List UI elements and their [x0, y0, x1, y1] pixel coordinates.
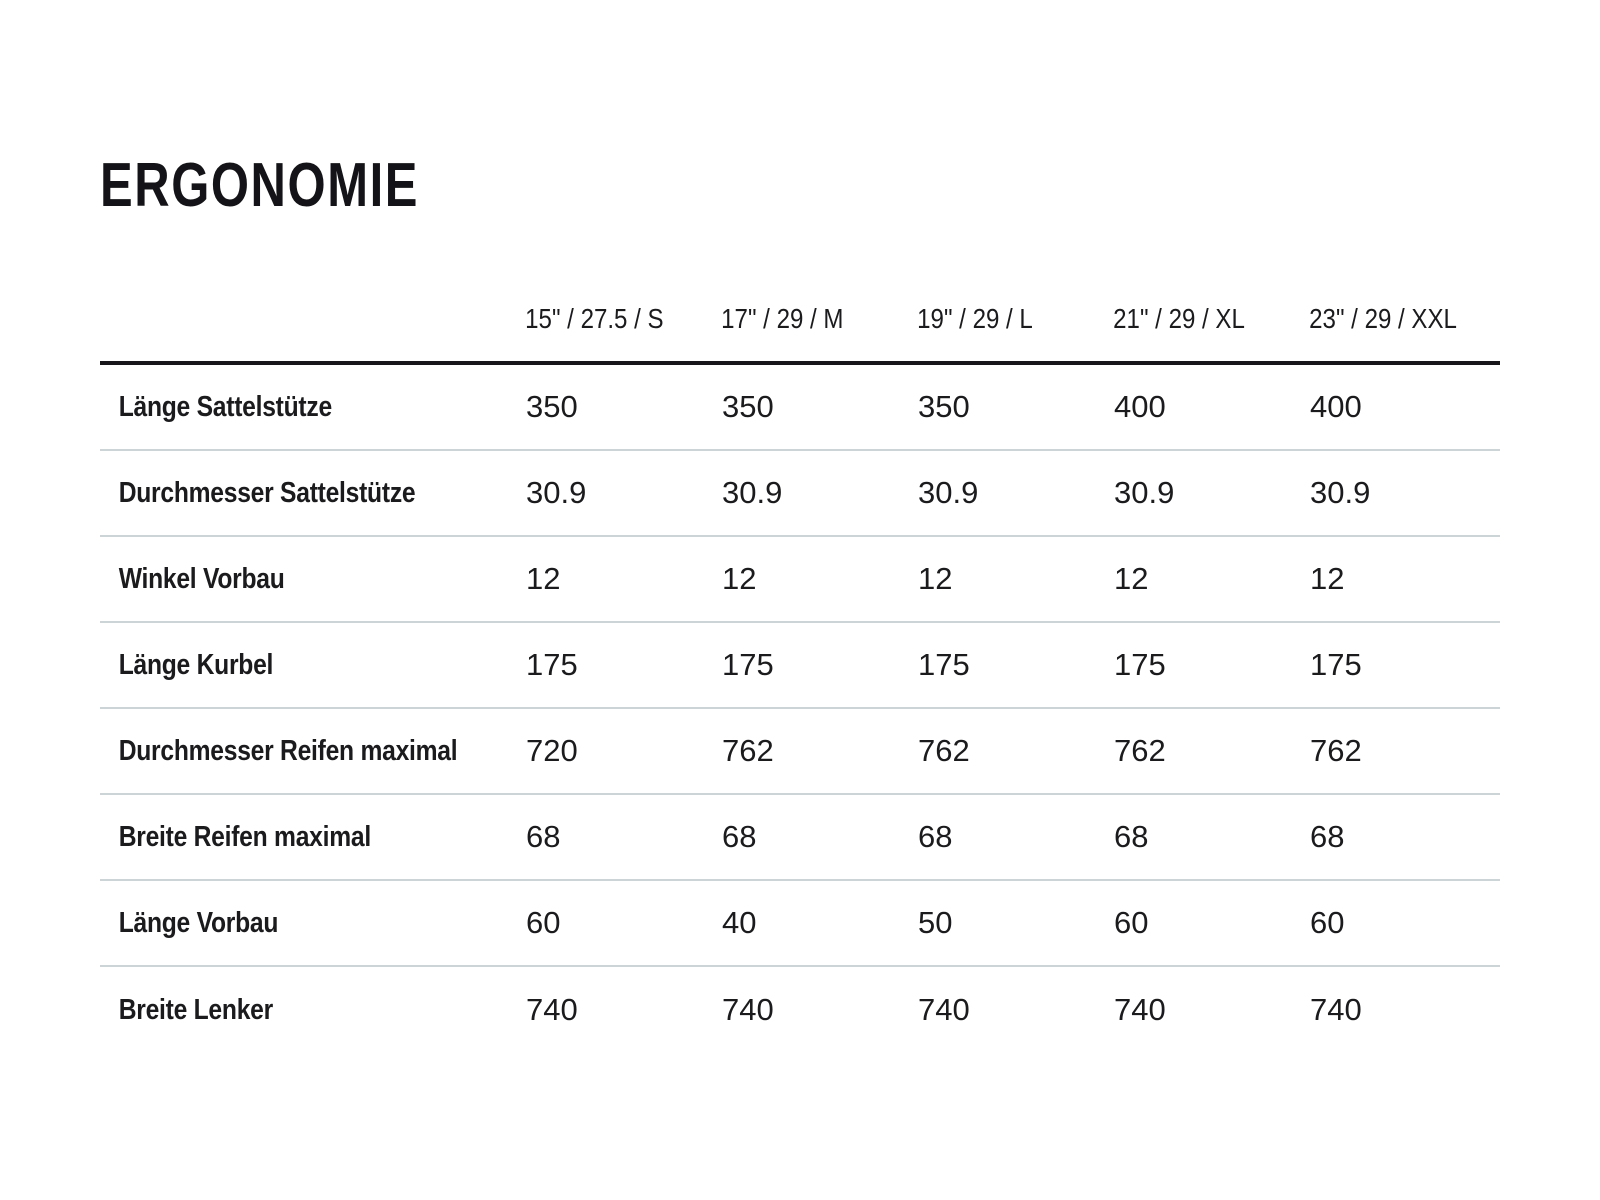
cell-value: 720 — [526, 733, 578, 768]
row-label: Länge Kurbel — [118, 648, 274, 681]
cell-value: 762 — [722, 733, 774, 768]
cell-value: 400 — [1114, 389, 1166, 424]
table-row: Länge Sattelstütze 350 350 350 400 400 — [100, 365, 1500, 451]
ergonomics-section: ERGONOMIE 15" / 27.5 / S 17" / 29 / M 19… — [100, 0, 1500, 1053]
cell-value: 30.9 — [722, 475, 783, 510]
cell-value: 740 — [526, 992, 578, 1027]
cell-value: 60 — [1114, 905, 1149, 940]
cell-value: 12 — [918, 561, 953, 596]
cell-value: 175 — [918, 647, 970, 682]
cell-value: 50 — [918, 905, 953, 940]
cell-value: 60 — [1310, 905, 1345, 940]
cell-value: 12 — [1310, 561, 1345, 596]
table-header-row: 15" / 27.5 / S 17" / 29 / M 19" / 29 / L… — [100, 303, 1500, 365]
cell-value: 12 — [722, 561, 757, 596]
cell-value: 740 — [1310, 992, 1362, 1027]
cell-value: 175 — [526, 647, 578, 682]
row-label: Durchmesser Sattelstütze — [118, 476, 416, 509]
row-label: Länge Vorbau — [118, 906, 279, 939]
column-header: 19" / 29 / L — [917, 303, 1033, 334]
table-row: Breite Lenker 740 740 740 740 740 — [100, 967, 1500, 1053]
cell-value: 68 — [1310, 819, 1345, 854]
cell-value: 740 — [1114, 992, 1166, 1027]
table-row: Winkel Vorbau 12 12 12 12 12 — [100, 537, 1500, 623]
table-row: Durchmesser Sattelstütze 30.9 30.9 30.9 … — [100, 451, 1500, 537]
cell-value: 68 — [1114, 819, 1149, 854]
column-header: 23" / 29 / XXL — [1309, 303, 1457, 334]
cell-value: 30.9 — [526, 475, 587, 510]
column-header: 17" / 29 / M — [721, 303, 844, 334]
column-header: 15" / 27.5 / S — [525, 303, 664, 334]
cell-value: 400 — [1310, 389, 1362, 424]
table-row: Länge Kurbel 175 175 175 175 175 — [100, 623, 1500, 709]
cell-value: 740 — [722, 992, 774, 1027]
cell-value: 175 — [1310, 647, 1362, 682]
cell-value: 30.9 — [1310, 475, 1371, 510]
cell-value: 68 — [722, 819, 757, 854]
table-row: Durchmesser Reifen maximal 720 762 762 7… — [100, 709, 1500, 795]
table-row: Breite Reifen maximal 68 68 68 68 68 — [100, 795, 1500, 881]
cell-value: 30.9 — [918, 475, 979, 510]
cell-value: 175 — [1114, 647, 1166, 682]
cell-value: 30.9 — [1114, 475, 1175, 510]
table-row: Länge Vorbau 60 40 50 60 60 — [100, 881, 1500, 967]
cell-value: 68 — [918, 819, 953, 854]
row-label: Länge Sattelstütze — [118, 390, 332, 423]
cell-value: 12 — [1114, 561, 1149, 596]
cell-value: 350 — [918, 389, 970, 424]
cell-value: 350 — [526, 389, 578, 424]
cell-value: 740 — [918, 992, 970, 1027]
row-label: Breite Reifen maximal — [118, 820, 371, 853]
row-label: Breite Lenker — [118, 993, 274, 1026]
page-title: ERGONOMIE — [100, 151, 420, 220]
row-label: Durchmesser Reifen maximal — [118, 734, 458, 767]
column-header: 21" / 29 / XL — [1113, 303, 1245, 334]
cell-value: 60 — [526, 905, 561, 940]
cell-value: 12 — [526, 561, 561, 596]
row-label: Winkel Vorbau — [118, 562, 285, 595]
ergonomics-spec-table: 15" / 27.5 / S 17" / 29 / M 19" / 29 / L… — [100, 303, 1500, 1053]
cell-value: 762 — [1114, 733, 1166, 768]
cell-value: 68 — [526, 819, 561, 854]
cell-value: 175 — [722, 647, 774, 682]
cell-value: 762 — [918, 733, 970, 768]
cell-value: 350 — [722, 389, 774, 424]
cell-value: 40 — [722, 905, 757, 940]
cell-value: 762 — [1310, 733, 1362, 768]
